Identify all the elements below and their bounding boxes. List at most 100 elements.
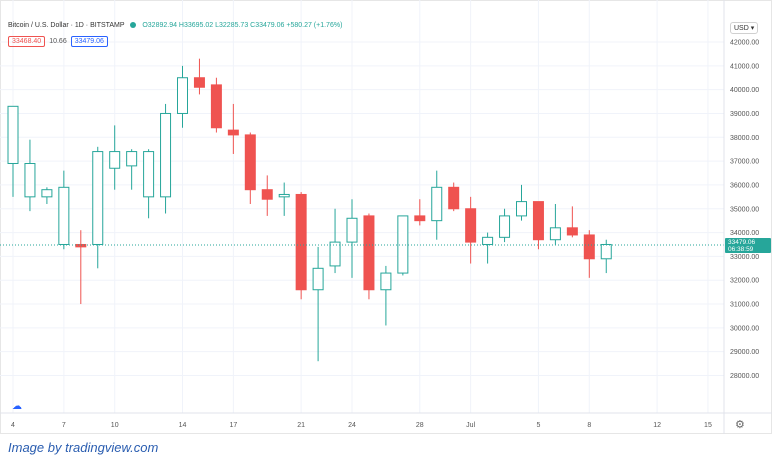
candle-body [92,151,104,245]
candle-down [363,213,375,300]
x-tick-label: 8 [587,422,591,429]
candle-body [261,189,273,200]
y-tick-label: 36000.00 [730,182,759,189]
x-tick-label: 24 [348,422,356,429]
candle-up [549,203,561,245]
y-tick-label: 34000.00 [730,230,759,237]
candle-body [363,215,375,291]
y-tick-label: 38000.00 [730,135,759,142]
y-tick-label: 28000.00 [730,373,759,380]
candle-body [244,134,256,191]
candle-body [227,129,239,136]
candle-down [261,175,273,216]
candle-body [600,243,612,260]
candle-up [516,184,527,221]
candle-up [126,149,138,190]
candle-body [143,151,155,198]
candle-body [482,236,494,245]
candle-up [160,103,172,214]
candle-body [24,162,36,198]
candles [7,58,612,362]
symbol-title: Bitcoin / U.S. Dollar · 1D · BITSTAMP [8,22,125,29]
spread-value: 10.66 [49,38,67,45]
candle-up [143,149,155,219]
candle-up [278,182,290,216]
y-tick-label: 35000.00 [730,206,759,213]
candle-up [431,170,443,240]
candle-down [227,103,239,154]
candle-body [75,243,87,248]
y-tick-label: 33000.00 [730,254,759,261]
x-tick-label: 17 [229,422,237,429]
candle-down [448,182,460,212]
x-tick-label: 10 [111,422,119,429]
y-tick-label: 40000.00 [730,87,759,94]
candle-body [160,112,172,198]
candle-body [516,201,527,217]
x-tick-label: 7 [62,422,66,429]
y-tick-label: 37000.00 [730,159,759,166]
y-tick-label: 30000.00 [730,325,759,332]
candle-down [193,58,205,95]
candle-body [448,186,460,210]
candle-body [583,234,595,260]
candle-body [177,77,188,114]
candle-up [499,208,511,243]
currency-selector[interactable]: USD ▾ [730,22,759,34]
countdown-label: 06:38:59 [728,246,754,253]
candle-body [7,105,19,164]
status-dot-icon [130,22,137,29]
candle-up [24,139,36,212]
candle-body [380,272,392,291]
candle-body [312,267,324,291]
y-axis: 28000.00 29000.00 30000.00 31000.00 32000.00… [723,0,759,434]
candle-up [177,65,188,128]
tradingview-logo-icon: ☁ [12,401,22,412]
candle-down [465,196,477,264]
ohlc-values: O32892.94 H33695.02 L32285.73 C33479.06 … [142,22,343,29]
candle-body [414,215,426,222]
candle-up [41,187,53,204]
candle-body [109,151,121,169]
candle-up [482,232,494,264]
ask-price[interactable]: 33479.06 [70,36,108,47]
x-tick-label: 5 [536,422,540,429]
candle-body [295,193,307,291]
candle-up [380,265,392,326]
candle-down [295,192,307,300]
y-tick-label: 31000.00 [730,302,759,309]
grid-lines [0,0,724,413]
candle-up [58,170,70,250]
candle-body [193,77,205,88]
candle-down [566,206,578,238]
gear-icon[interactable]: ⚙ [735,419,745,431]
candle-body [566,227,578,236]
y-tick-label: 42000.00 [730,40,759,47]
candle-up [92,146,104,269]
candle-down [75,230,87,305]
candle-body [549,227,561,241]
candle-down [244,132,256,204]
y-tick-label: 41000.00 [730,63,759,70]
candle-up [346,199,358,278]
x-tick-label: 14 [179,422,187,429]
candle-body [532,201,544,241]
x-tick-label: 28 [416,422,424,429]
candle-up [109,125,121,190]
candle-up [312,246,324,362]
candle-body [346,217,358,243]
candle-body [41,189,53,198]
candle-down [583,230,595,278]
candle-body [126,151,138,167]
chart-frame [0,0,772,434]
bid-price[interactable]: 33468.40 [8,36,46,47]
candle-down [210,77,222,133]
currency-label: USD [734,25,749,32]
price-boxes: 33468.40 10.66 33479.06 [8,36,108,47]
x-tick-label: 21 [297,422,305,429]
x-tick-label: 12 [653,422,661,429]
x-tick-label: 4 [11,422,15,429]
y-tick-label: 32000.00 [730,278,759,285]
